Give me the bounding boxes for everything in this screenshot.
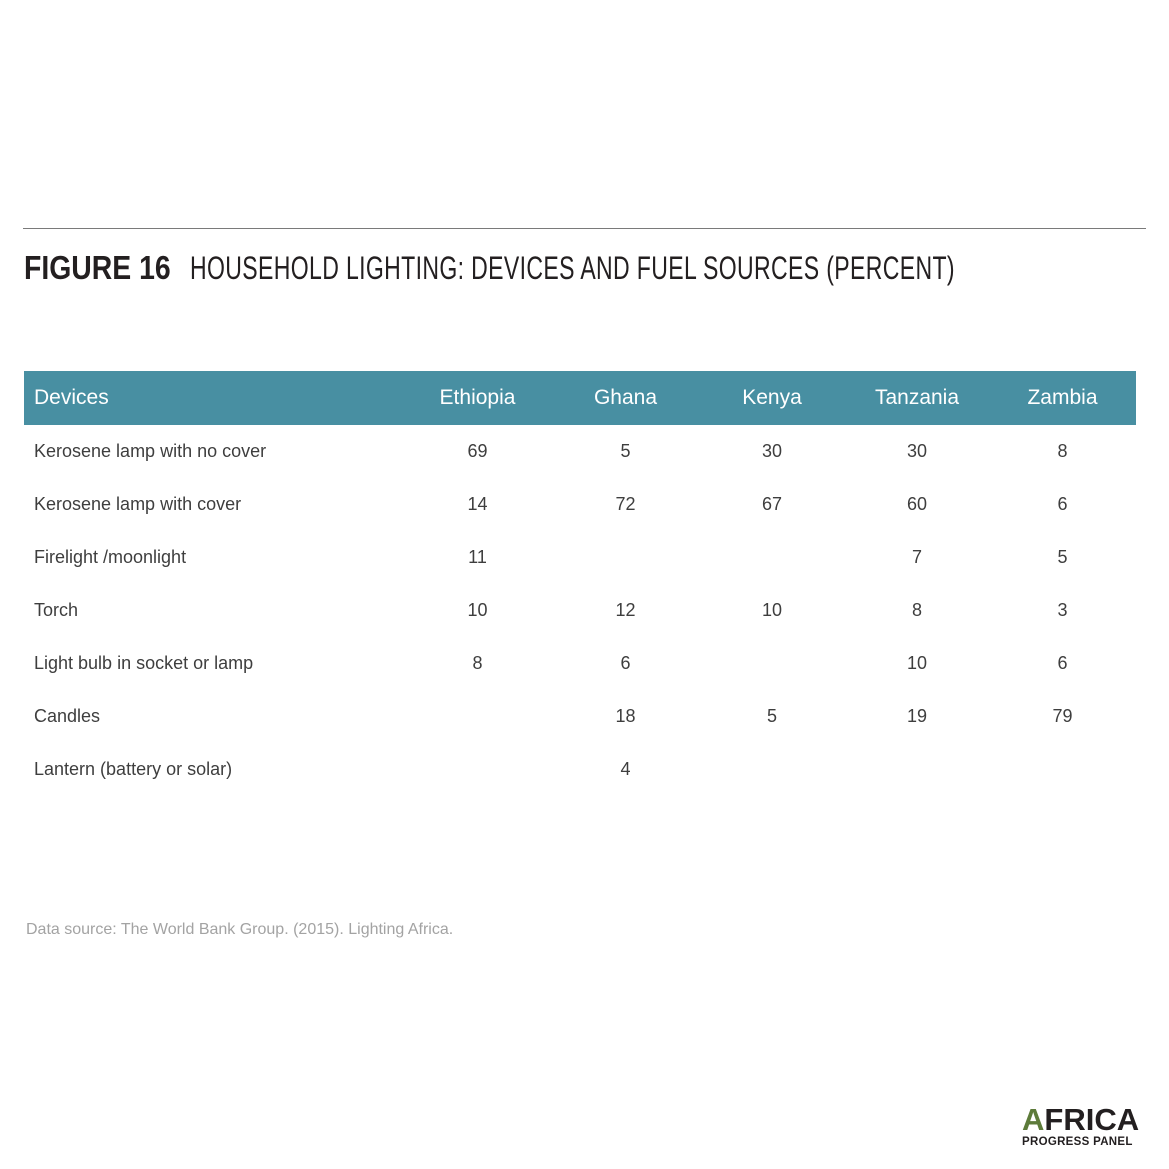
value-cell: 10 <box>906 653 928 673</box>
value-cell: 67 <box>761 494 783 514</box>
value-cell: 10 <box>761 600 783 620</box>
value-cell: 8 <box>472 653 483 673</box>
value-cell: 30 <box>761 441 783 461</box>
value-cell: 4 <box>620 759 631 779</box>
table-row: Torch 10 12 10 8 3 <box>24 584 1136 637</box>
value-cell: 69 <box>467 441 488 461</box>
column-header: Zambia <box>989 371 1136 425</box>
top-rule <box>23 228 1146 229</box>
value-cell: 6 <box>1057 494 1068 514</box>
device-cell: Kerosene lamp with no cover <box>34 441 267 461</box>
value-cell <box>699 531 845 584</box>
value-cell: 8 <box>1057 441 1068 461</box>
value-cell: 6 <box>1057 653 1068 673</box>
value-cell <box>699 637 845 690</box>
lighting-table: Devices Ethiopia Ghana Kenya Tanzania Za… <box>24 371 1136 796</box>
data-source-note: Data source: The World Bank Group. (2015… <box>26 921 454 938</box>
logo-a-mark: A <box>1022 1102 1045 1137</box>
value-cell: 6 <box>620 653 631 673</box>
table-row: Lantern (battery or solar) 4 <box>24 743 1136 796</box>
device-cell: Firelight /moonlight <box>34 547 187 567</box>
value-cell: 18 <box>615 706 636 726</box>
figure-title: FIGURE 16 HOUSEHOLD LIGHTING: DEVICES AN… <box>24 249 955 287</box>
value-cell <box>403 690 552 743</box>
figure-label: FIGURE 16 <box>24 249 171 286</box>
value-cell: 79 <box>1052 706 1073 726</box>
table-row: Firelight /moonlight 11 7 5 <box>24 531 1136 584</box>
device-cell: Light bulb in socket or lamp <box>34 653 254 673</box>
table-header-row: Devices Ethiopia Ghana Kenya Tanzania Za… <box>24 371 1136 425</box>
value-cell: 8 <box>911 600 922 620</box>
table-row: Kerosene lamp with cover 14 72 67 60 6 <box>24 478 1136 531</box>
column-header: Kenya <box>699 371 845 425</box>
value-cell: 12 <box>615 600 636 620</box>
value-cell <box>699 743 845 796</box>
logo-word-rest: FRICA <box>1044 1102 1140 1137</box>
value-cell: 14 <box>467 494 488 514</box>
table-row: Kerosene lamp with no cover 69 5 30 30 8 <box>24 425 1136 478</box>
table-row: Light bulb in socket or lamp 8 6 10 6 <box>24 637 1136 690</box>
value-cell: 7 <box>911 547 922 567</box>
value-cell <box>989 743 1136 796</box>
value-cell: 5 <box>766 706 777 726</box>
africa-progress-panel-logo: AFRICA PROGRESS PANEL <box>1022 1104 1146 1148</box>
value-cell: 19 <box>906 706 928 726</box>
logo-subtitle: PROGRESS PANEL <box>1022 1136 1133 1148</box>
value-cell: 5 <box>620 441 631 461</box>
figure-heading: HOUSEHOLD LIGHTING: DEVICES AND FUEL SOU… <box>190 250 955 286</box>
value-cell: 30 <box>906 441 928 461</box>
column-header: Ethiopia <box>403 371 552 425</box>
value-cell: 5 <box>1057 547 1068 567</box>
value-cell <box>845 743 989 796</box>
column-header: Devices <box>24 371 403 425</box>
value-cell: 3 <box>1057 600 1068 620</box>
value-cell: 10 <box>467 600 488 620</box>
device-cell: Kerosene lamp with cover <box>34 494 242 514</box>
column-header: Ghana <box>552 371 699 425</box>
value-cell: 60 <box>906 494 928 514</box>
table-row: Candles 18 5 19 79 <box>24 690 1136 743</box>
value-cell <box>552 531 699 584</box>
device-cell: Torch <box>34 600 79 620</box>
device-cell: Lantern (battery or solar) <box>34 759 233 779</box>
logo-wordmark: AFRICA <box>1022 1104 1146 1135</box>
value-cell: 11 <box>468 547 487 567</box>
value-cell <box>403 743 552 796</box>
device-cell: Candles <box>34 706 101 726</box>
column-header: Tanzania <box>845 371 989 425</box>
value-cell: 72 <box>615 494 636 514</box>
